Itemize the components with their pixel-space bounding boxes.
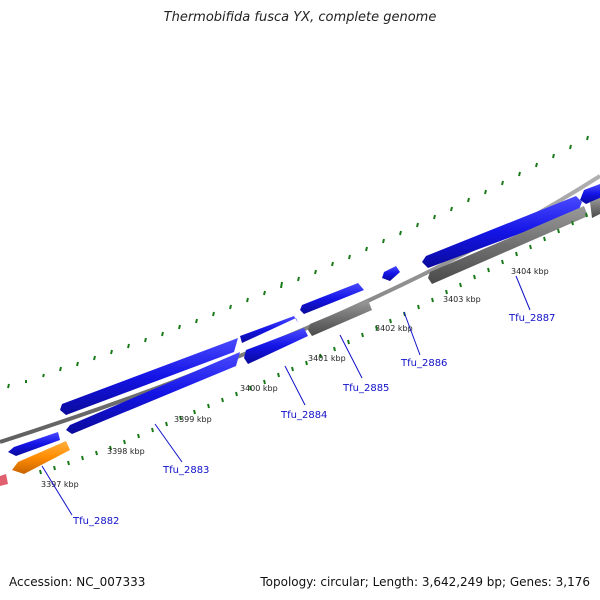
gene-label[interactable]: Tfu_2885 bbox=[342, 383, 389, 394]
cds-feature[interactable] bbox=[66, 352, 240, 434]
cds-feature[interactable] bbox=[590, 198, 600, 218]
partial-feature bbox=[0, 474, 8, 486]
cds-feature[interactable] bbox=[244, 328, 308, 364]
rna-feature[interactable] bbox=[12, 441, 70, 474]
forward-strand-features bbox=[8, 184, 600, 456]
ruler-label: 3400 kbp bbox=[240, 384, 278, 393]
gene-label[interactable]: Tfu_2882 bbox=[72, 516, 119, 527]
ruler-label: 3404 kbp bbox=[511, 267, 549, 276]
cds-feature[interactable] bbox=[60, 338, 238, 415]
cds-feature[interactable] bbox=[308, 300, 372, 336]
cds-feature[interactable] bbox=[300, 283, 364, 314]
inner-strand-features bbox=[12, 198, 600, 474]
cds-feature[interactable] bbox=[8, 432, 60, 456]
outer-tick-ring bbox=[7, 135, 589, 389]
ruler-label: 3398 kbp bbox=[107, 447, 145, 456]
accession-text: Accession: NC_007333 bbox=[9, 575, 146, 589]
ruler-label: 3401 kbp bbox=[308, 354, 346, 363]
gene-label[interactable]: Tfu_2887 bbox=[508, 313, 555, 324]
cds-feature[interactable] bbox=[580, 184, 600, 204]
kbp-labels: 3397 kbp 3398 kbp 3399 kbp 3400 kbp 3401… bbox=[41, 267, 549, 489]
cds-feature[interactable] bbox=[422, 196, 582, 268]
ruler-label: 3402 kbp bbox=[375, 324, 413, 333]
genome-summary: Topology: circular; Length: 3,642,249 bp… bbox=[260, 575, 590, 589]
ruler-label: 3397 kbp bbox=[41, 480, 79, 489]
gene-label[interactable]: Tfu_2884 bbox=[280, 410, 327, 421]
cds-feature[interactable] bbox=[428, 206, 588, 284]
cds-feature[interactable] bbox=[240, 316, 298, 343]
cds-feature[interactable] bbox=[382, 266, 400, 281]
ruler-label: 3399 kbp bbox=[174, 415, 212, 424]
gene-label-leaders bbox=[41, 275, 531, 516]
ruler-label: 3403 kbp bbox=[443, 295, 481, 304]
gene-labels: Tfu_2882 Tfu_2883 Tfu_2884 Tfu_2885 Tfu_… bbox=[72, 313, 555, 527]
gene-label[interactable]: Tfu_2883 bbox=[162, 465, 209, 476]
map-title: Thermobifida fusca YX, complete genome bbox=[163, 10, 437, 25]
kbp-tick-ring bbox=[39, 212, 588, 475]
gene-label[interactable]: Tfu_2886 bbox=[400, 358, 447, 369]
